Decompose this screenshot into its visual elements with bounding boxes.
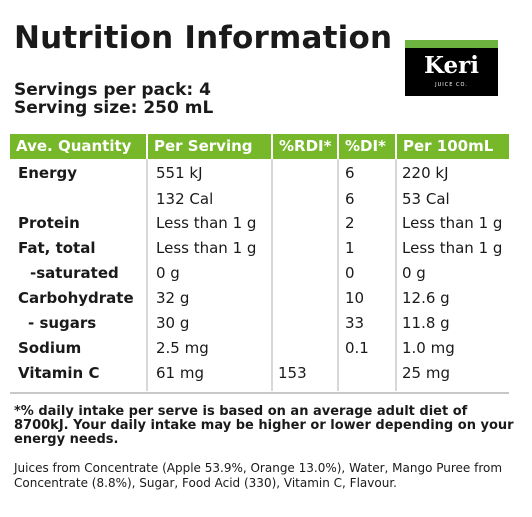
per-100ml-value: Less than 1 g	[402, 214, 503, 232]
per-100ml-value: 25 mg	[402, 364, 450, 382]
per-100ml-value: 1.0 mg	[402, 339, 455, 357]
logo-subtitle: JUICE CO.	[435, 82, 468, 88]
servings-per-pack: Servings per pack: 4	[14, 80, 211, 100]
per-serving-value: 2.5 mg	[156, 339, 209, 357]
column-divider	[271, 159, 273, 391]
per-100ml-value: 53 Cal	[402, 190, 450, 208]
row-label: Sodium	[18, 339, 82, 357]
page-title: Nutrition Information	[14, 20, 393, 56]
per-serving-value: 551 kJ	[156, 164, 203, 182]
header-ave-quantity: Ave. Quantity	[10, 134, 146, 159]
per-serving-value: 132 Cal	[156, 190, 214, 208]
row-label: - sugars	[28, 314, 97, 332]
ingredients: Juices from Concentrate (Apple 53.9%, Or…	[14, 461, 503, 490]
row-label: Vitamin C	[18, 364, 100, 382]
row-label: -saturated	[30, 264, 119, 282]
per-100ml-value: Less than 1 g	[402, 239, 503, 257]
per-100ml-value: 12.6 g	[402, 289, 450, 307]
di-value: 33	[345, 314, 365, 332]
column-divider	[395, 159, 397, 391]
header-di: %DI*	[339, 134, 395, 159]
per-serving-value: 32 g	[156, 289, 190, 307]
di-value: 2	[345, 214, 355, 232]
per-serving-value: Less than 1 g	[156, 214, 257, 232]
di-value: 0.1	[345, 339, 369, 357]
per-100ml-value: 0 g	[402, 264, 426, 282]
logo-name: Keri	[424, 52, 479, 79]
column-divider	[337, 159, 339, 391]
per-100ml-value: 220 kJ	[402, 164, 449, 182]
column-divider	[146, 159, 148, 391]
per-serving-value: Less than 1 g	[156, 239, 257, 257]
logo-green-stripe	[405, 40, 498, 48]
brand-logo: Keri JUICE CO.	[405, 40, 498, 96]
table-bottom-border	[10, 392, 509, 394]
header-per-serving: Per Serving	[148, 134, 271, 159]
di-value: 0	[345, 264, 355, 282]
row-label: Carbohydrate	[18, 289, 134, 307]
row-label: Fat, total	[18, 239, 96, 257]
di-value: 1	[345, 239, 355, 257]
row-label: Protein	[18, 214, 80, 232]
rdi-value: 153	[278, 364, 307, 382]
row-label: Energy	[18, 164, 78, 182]
per-serving-value: 30 g	[156, 314, 190, 332]
di-value: 10	[345, 289, 365, 307]
header-per-100ml: Per 100mL	[397, 134, 509, 159]
di-value: 6	[345, 190, 355, 208]
di-value: 6	[345, 164, 355, 182]
footnote: *% daily intake per serve is based on an…	[14, 404, 514, 447]
per-serving-value: 61 mg	[156, 364, 204, 382]
header-rdi: %RDI*	[273, 134, 337, 159]
serving-size: Serving size: 250 mL	[14, 98, 214, 118]
per-serving-value: 0 g	[156, 264, 180, 282]
per-100ml-value: 11.8 g	[402, 314, 450, 332]
